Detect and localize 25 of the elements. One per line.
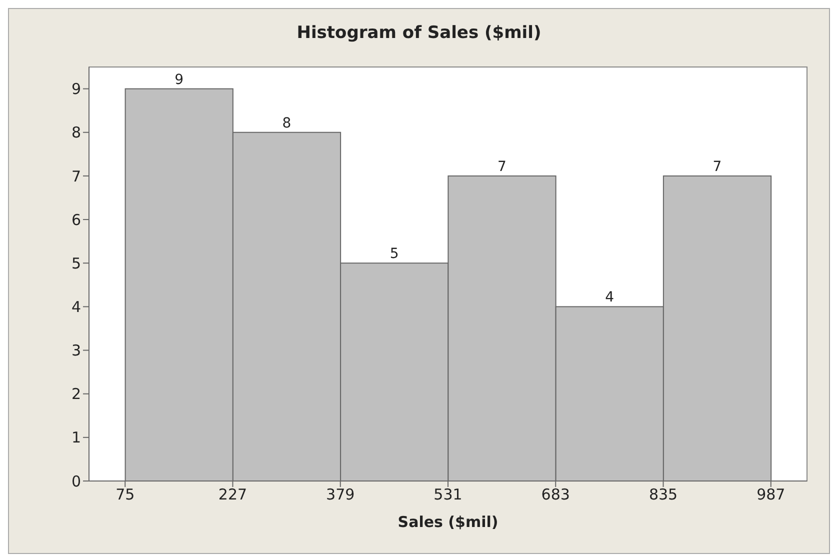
y-tick-label: 0	[71, 472, 81, 490]
data-label: 8	[282, 115, 292, 132]
chart-title: Histogram of Sales ($mil)	[296, 23, 542, 43]
x-axis-title: Sales ($mil)	[398, 513, 498, 531]
data-label: 7	[498, 158, 506, 175]
y-tick-label: 7	[71, 167, 81, 186]
y-tick-label: 2	[71, 385, 81, 404]
x-tick-label: 75	[116, 486, 135, 504]
data-label: 5	[390, 246, 399, 262]
y-tick-label: 3	[71, 342, 81, 360]
y-tick-label: 6	[71, 210, 81, 229]
data-label: 4	[605, 290, 614, 306]
y-tick-label: 4	[71, 298, 81, 316]
y-tick-label: 8	[71, 124, 81, 142]
x-tick-label: 227	[218, 486, 248, 504]
x-tick-label: 379	[326, 486, 355, 504]
x-tick-label: 531	[434, 486, 462, 504]
x-tick-label: 683	[541, 486, 570, 504]
data-label: 7	[712, 158, 722, 175]
x-tick-label: 835	[648, 486, 678, 504]
x-tick-label: 987	[756, 486, 786, 504]
y-tick-label: 1	[71, 428, 81, 447]
y-tick-label: 5	[71, 254, 81, 272]
data-label: 9	[174, 72, 184, 88]
y-tick-label: 9	[71, 80, 81, 98]
